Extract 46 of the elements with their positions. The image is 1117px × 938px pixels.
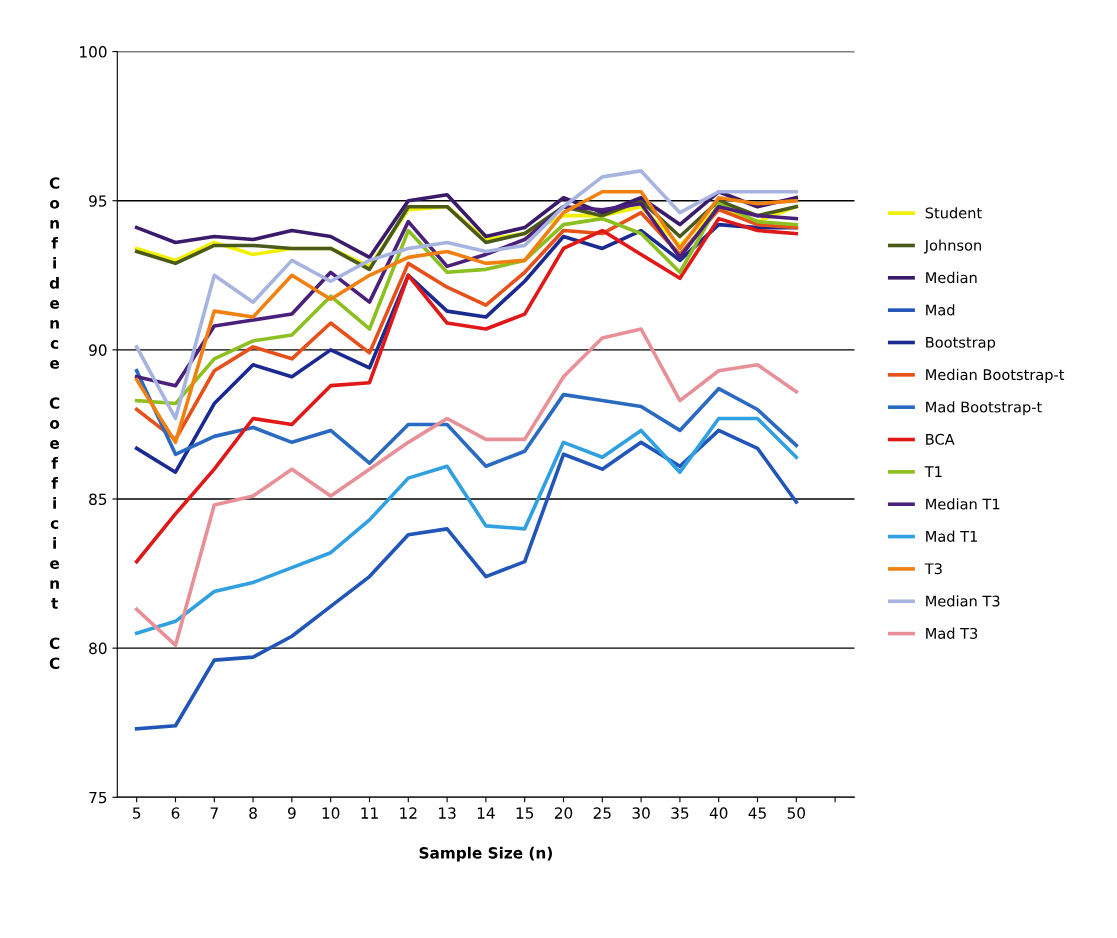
legend-label: Mad T3	[926, 627, 978, 639]
legend-label: Median T3	[926, 595, 1000, 607]
x-tick-label: 5	[133, 807, 141, 819]
legend-label: T1	[924, 466, 942, 477]
y-tick-label: 75	[89, 791, 107, 804]
x-tick-label: 7	[210, 807, 218, 819]
x-tick-label: 40	[709, 807, 728, 819]
legend-label: Median Bootstrap-t	[926, 368, 1065, 383]
text: Confidence Coefficient CC	[49, 177, 60, 669]
line-series	[134, 216, 799, 564]
line-series	[134, 368, 799, 469]
x-tick-label: 9	[287, 807, 296, 819]
legend-label: Mad Bootstrap-t	[926, 401, 1042, 416]
line-series	[134, 416, 799, 636]
x-tick-label: 45	[748, 807, 766, 819]
legend-label: Mad	[926, 304, 955, 316]
legend-label: Median	[926, 271, 977, 284]
x-tick-label: 12	[400, 807, 417, 819]
legend-label: Median T1	[926, 498, 1000, 510]
x-tick-label: 15	[516, 807, 534, 819]
x-tick-label: 30	[632, 807, 650, 819]
line-series	[134, 428, 799, 731]
legend-label: BCA	[926, 433, 955, 445]
y-tick-label: 95	[89, 195, 107, 207]
x-tick-label: 25	[593, 807, 611, 819]
line-series	[134, 327, 799, 647]
x-axis-title: Sample Size (n)	[419, 846, 552, 862]
legend-label: Johnson	[923, 239, 981, 254]
legend-label: Bootstrap	[926, 336, 996, 351]
y-tick-label: 100	[80, 46, 107, 58]
x-tick-label: 50	[787, 807, 806, 819]
x-tick-label: 8	[249, 807, 257, 819]
legend-label: T3	[924, 563, 942, 575]
x-tick-label: 35	[671, 807, 689, 819]
line-series	[134, 169, 799, 421]
legend-label: Mad T1	[926, 530, 977, 542]
x-tick-label: 13	[439, 807, 456, 819]
x-tick-label: 14	[477, 807, 495, 819]
x-tick-label: 6	[171, 807, 180, 819]
y-tick-label: 80	[89, 642, 107, 655]
x-tick-label: 10	[322, 807, 340, 819]
legend-label: Student	[925, 207, 982, 219]
x-tick-label: 11	[361, 807, 378, 819]
x-tick-label: 20	[554, 807, 573, 819]
y-tick-label: 85	[89, 493, 107, 506]
y-tick-label: 90	[89, 344, 107, 356]
